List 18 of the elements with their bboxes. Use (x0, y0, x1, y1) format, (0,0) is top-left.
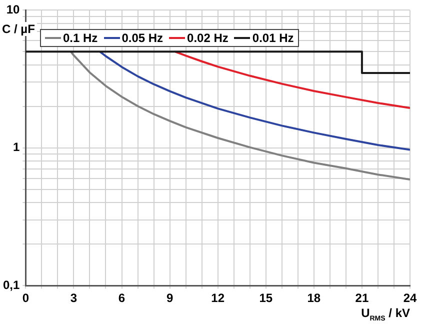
x-tick-label: 24 (403, 291, 417, 306)
x-tick-label: 6 (118, 291, 126, 306)
x-tick-label: 9 (166, 291, 174, 306)
x-tick-label: 0 (22, 291, 30, 306)
legend-label: 0.05 Hz (122, 31, 164, 45)
x-tick-label: 15 (259, 291, 273, 306)
y-tick-label: 10 (6, 2, 20, 17)
x-tick-label: 3 (70, 291, 78, 306)
x-axis-title: U$_{RMS}$ / kV (361, 306, 410, 322)
y-axis-title: C / µF (2, 22, 37, 36)
x-tick-label: 12 (211, 291, 225, 306)
legend-label: 0.1 Hz (63, 31, 98, 45)
legend-label: 0.01 Hz (252, 31, 294, 45)
y-tick-label: 1 (12, 140, 20, 154)
legend-label: 0.02 Hz (187, 31, 228, 45)
x-tick-label: 18 (307, 291, 321, 306)
y-tick-label: 0,1 (2, 278, 20, 292)
x-tick-label: 21 (355, 291, 369, 306)
